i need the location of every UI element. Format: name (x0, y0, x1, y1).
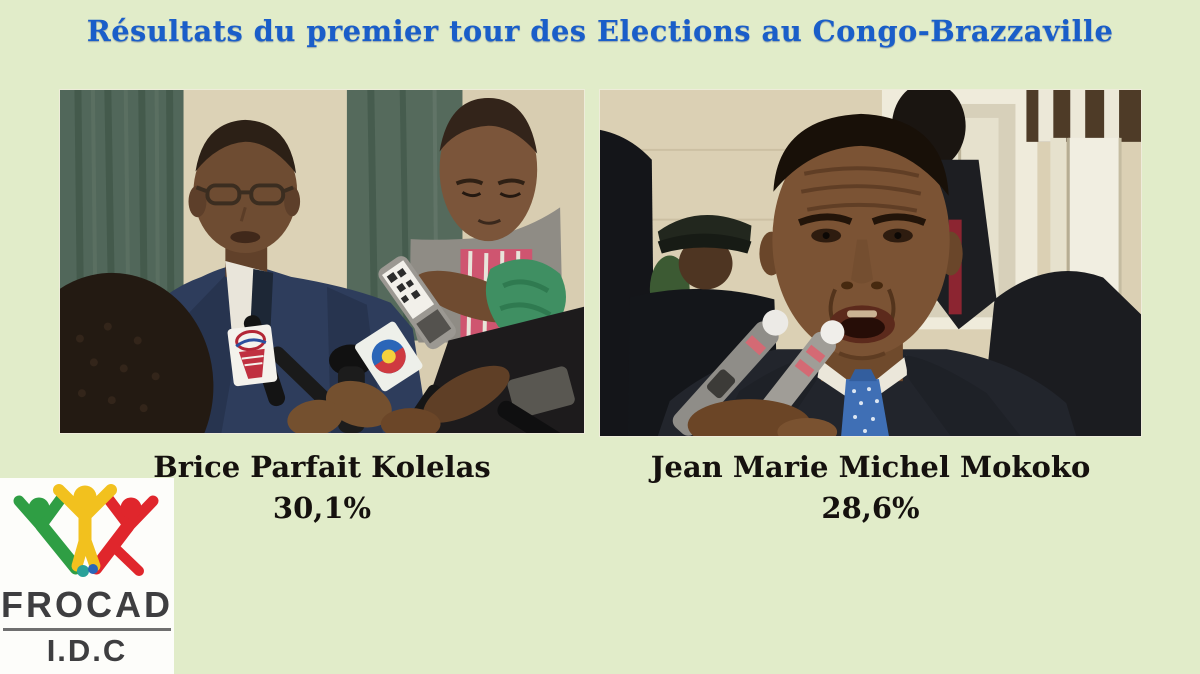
voice-recorders (672, 309, 845, 436)
mokoko-figure (657, 113, 1077, 436)
frocad-idc-logo: FROCAD I.D.C (0, 478, 174, 674)
mokoko-photo-scene (600, 90, 1141, 436)
people-figures-icon (13, 484, 159, 577)
balustrade (1026, 90, 1141, 142)
logo-sub-text: I.D.C (46, 633, 128, 668)
kolelas-photo-scene (60, 90, 584, 433)
candidate-name: Brice Parfait Kolelas (153, 450, 491, 484)
hands (287, 365, 510, 433)
logo-org-text: FROCAD (1, 584, 173, 625)
logo-divider (3, 628, 171, 631)
glasses (195, 183, 294, 206)
candidate-caption-kolelas: Brice Parfait Kolelas 30,1% (59, 447, 585, 529)
candidate-percentage: 28,6% (821, 491, 920, 525)
photo-mokoko-press (599, 89, 1142, 437)
voice-recorder (378, 256, 456, 350)
foreground-head (60, 272, 214, 433)
mic-flag-red-crest (227, 324, 278, 387)
candidate-percentage: 30,1% (272, 491, 372, 525)
candidate-name: Jean Marie Michel Mokoko (650, 450, 1091, 484)
photo-kolelas-press (59, 89, 585, 434)
candidate-caption-mokoko: Jean Marie Michel Mokoko 28,6% (599, 447, 1142, 529)
mic-flag-round-logo (355, 321, 423, 392)
page-title: Résultats du premier tour des Elections … (86, 14, 1114, 48)
